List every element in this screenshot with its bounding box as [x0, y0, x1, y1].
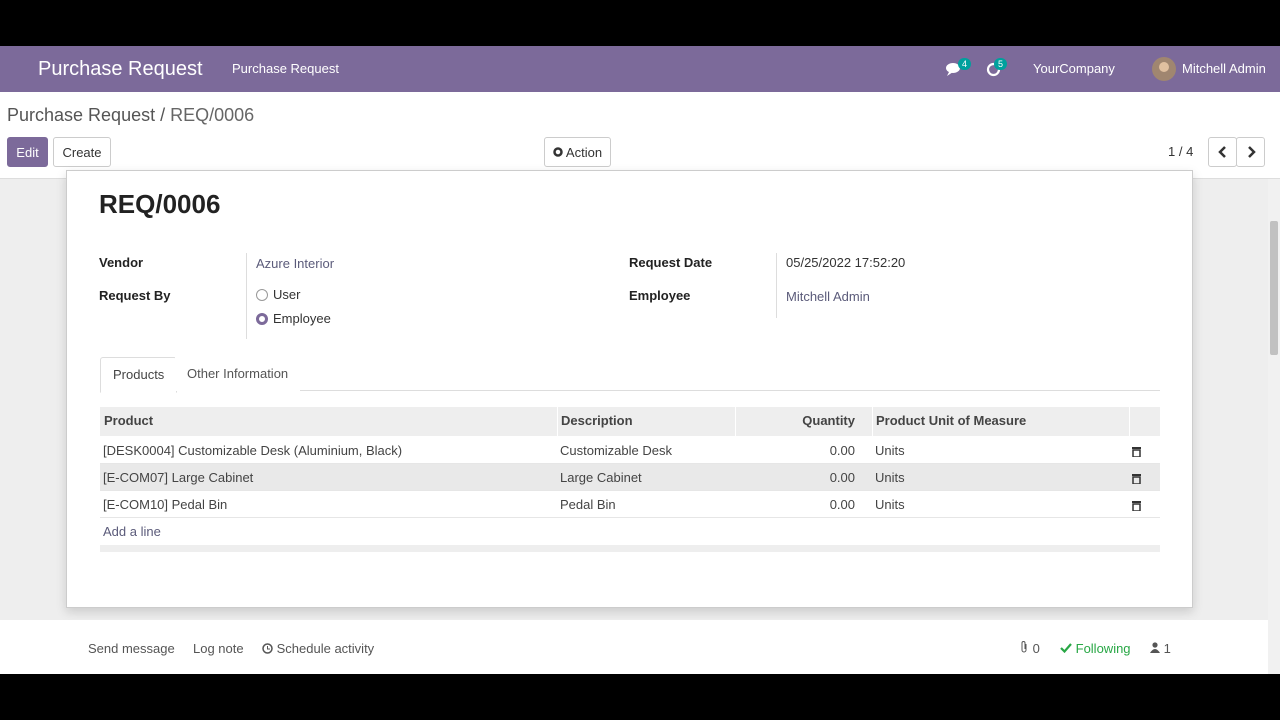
column-header[interactable]: Product Unit of Measure [876, 413, 1027, 428]
column-header[interactable]: Product [104, 413, 154, 428]
add-line[interactable]: Add a line [103, 524, 161, 539]
table-cell: Units [875, 497, 905, 512]
following-label: Following [1075, 641, 1131, 656]
action-button[interactable]: Action [544, 137, 611, 167]
field-label: Vendor [99, 255, 144, 270]
employee-link[interactable]: Mitchell Admin [786, 289, 870, 304]
messages-badge: 4 [958, 58, 972, 70]
edit-button[interactable]: Edit [7, 137, 48, 167]
tab[interactable]: Products [100, 357, 178, 393]
table-row[interactable] [100, 437, 1160, 464]
chatter: Send message Log note Schedule activity … [0, 620, 1268, 674]
form-sheet: REQ/0006 Vendor Azure Interior Request B… [66, 170, 1193, 608]
radio[interactable] [256, 289, 268, 301]
table-cell: 0.00 [829, 443, 855, 458]
table-cell: Units [875, 470, 905, 485]
table-cell: [E-COM10] Pedal Bin [103, 497, 228, 512]
record-title: REQ/0006 [99, 189, 221, 219]
field-value: 05/25/2022 17:52:20 [786, 255, 906, 270]
tab[interactable]: Other Information [175, 357, 301, 391]
following[interactable]: Following [1060, 641, 1131, 656]
navbar: Purchase Request Purchase Request 4 5 Yo… [0, 46, 1280, 124]
control-panel: Purchase Request / REQ/0006 Edit Create … [0, 92, 1280, 179]
attachments-count: 0 [1032, 641, 1040, 656]
avatar[interactable] [1152, 57, 1176, 81]
delete-icon[interactable] [1132, 445, 1141, 458]
clock-icon [262, 643, 273, 654]
menu-item[interactable]: Purchase Request [232, 61, 339, 76]
field-label: Employee [629, 288, 691, 303]
activities-badge: 5 [994, 58, 1008, 70]
schedule-activity[interactable]: Schedule activity [262, 641, 374, 656]
pager-prev[interactable] [1208, 137, 1237, 167]
radio[interactable] [256, 313, 268, 325]
column-divider [1129, 407, 1130, 436]
action-label: Action [565, 144, 603, 160]
column-divider [872, 407, 873, 436]
company-switch[interactable]: YourCompany [1033, 61, 1115, 76]
table-cell: 0.00 [829, 470, 855, 485]
send-message[interactable]: Send message [88, 641, 175, 656]
radio-label[interactable]: User [273, 287, 301, 302]
table-header [100, 407, 1160, 436]
column-divider [557, 407, 558, 436]
pager-next[interactable] [1236, 137, 1265, 167]
column-divider [735, 407, 736, 436]
delete-icon[interactable] [1132, 472, 1141, 485]
create-button[interactable]: Create [53, 137, 111, 167]
log-note[interactable]: Log note [193, 641, 244, 656]
field-label: Request By [99, 288, 171, 303]
followers-count: 1 [1163, 641, 1171, 656]
column-header[interactable]: Description [561, 413, 633, 428]
table-cell: [E-COM07] Large Cabinet [103, 470, 254, 485]
followers[interactable]: 1 [1150, 641, 1171, 656]
clip-icon [1021, 641, 1027, 653]
table-cell: Customizable Desk [560, 443, 672, 458]
table-row[interactable] [100, 464, 1160, 491]
breadcrumb-current: REQ/0006 [170, 105, 255, 125]
vendor-link[interactable]: Azure Interior [256, 256, 335, 271]
table-cell: 0.00 [829, 497, 855, 512]
scrollbar[interactable] [1268, 179, 1280, 674]
column-header[interactable]: Quantity [802, 413, 855, 428]
table-row[interactable] [100, 491, 1160, 518]
app-name[interactable]: Purchase Request [38, 58, 203, 80]
gear-icon [553, 147, 563, 157]
breadcrumb-separator: / [160, 105, 166, 125]
table-cell: [DESK0004] Customizable Desk (Aluminium,… [103, 443, 403, 458]
schedule-label: Schedule activity [276, 641, 375, 656]
radio-label[interactable]: Employee [273, 311, 331, 326]
table-cell: Large Cabinet [560, 470, 642, 485]
attachments[interactable]: 0 [1019, 641, 1040, 656]
pager: 1 / 4 [1168, 144, 1194, 159]
user-menu[interactable]: Mitchell Admin [1182, 61, 1266, 76]
check-icon [1060, 643, 1072, 654]
delete-icon[interactable] [1132, 499, 1141, 512]
table-cell: Pedal Bin [560, 497, 616, 512]
breadcrumb: Purchase Request / REQ/0006 [7, 105, 254, 126]
table-cell: Units [875, 443, 905, 458]
person-icon [1150, 642, 1160, 653]
messages-icon[interactable] [946, 62, 962, 76]
field-label: Request Date [629, 255, 713, 270]
breadcrumb-parent[interactable]: Purchase Request [7, 105, 156, 125]
